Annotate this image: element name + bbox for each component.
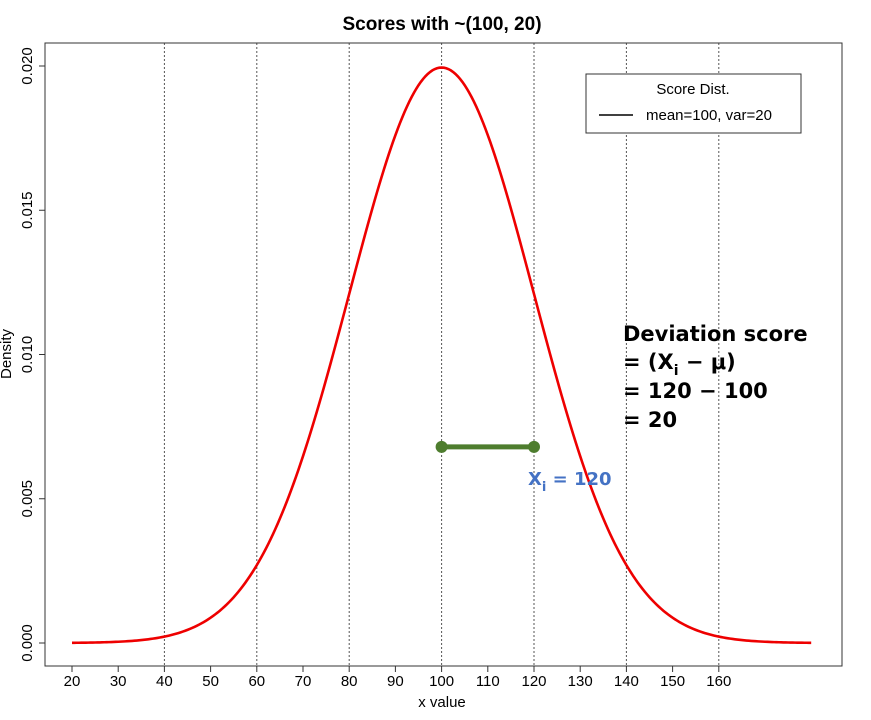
xi-label-rest: = 120 xyxy=(546,469,611,490)
legend: Score Dist. mean=100, var=20 xyxy=(585,73,802,134)
segment-start-point xyxy=(435,440,448,453)
legend-box xyxy=(585,73,802,134)
x-tick-label: 30 xyxy=(110,673,127,690)
density-curve xyxy=(71,66,812,645)
x-tick-label: 60 xyxy=(248,673,265,690)
density-curve-layer xyxy=(71,66,812,645)
legend-entry-label: mean=100, var=20 xyxy=(646,107,772,124)
xi-label: Xi = 120 xyxy=(528,469,612,495)
annotation-line: = (Xi − μ) xyxy=(623,350,736,379)
x-tick-label: 40 xyxy=(156,673,173,690)
x-tick-label: 80 xyxy=(341,673,358,690)
x-axis: 20 30 40 50 60 70 80 90 100 110 120 130 140 150 160 xyxy=(64,665,731,690)
x-axis-title: x value xyxy=(418,694,466,711)
y-tick-label: 0.020 xyxy=(19,47,36,85)
y-axis-title: Density xyxy=(0,328,15,379)
x-tick-label: 20 xyxy=(64,673,81,690)
annotation-line: = 20 xyxy=(623,408,677,432)
y-tick-label: 0.000 xyxy=(19,624,36,662)
annotation-line: Deviation score xyxy=(623,322,808,346)
x-tick-label: 160 xyxy=(706,673,731,690)
x-tick-label: 90 xyxy=(387,673,404,690)
x-tick-label: 150 xyxy=(660,673,685,690)
segment-end-point xyxy=(528,440,540,453)
x-tick-label: 50 xyxy=(202,673,219,690)
x-tick-label: 140 xyxy=(614,673,639,690)
deviation-annotation: Deviation score = (Xi − μ)= 120 − 100 = 20 xyxy=(623,322,808,432)
y-tick-label: 0.005 xyxy=(19,480,36,518)
xi-label-main: X xyxy=(528,469,542,490)
deviation-segment-layer xyxy=(435,440,540,453)
y-axis: 0.000 0.005 0.010 0.015 0.020 xyxy=(19,47,45,662)
annotation-line: = 120 − 100 xyxy=(623,379,768,403)
x-tick-label: 100 xyxy=(429,673,454,690)
xi-label-sub: i xyxy=(542,480,546,495)
x-tick-label: 120 xyxy=(521,673,546,690)
y-tick-label: 0.015 xyxy=(19,191,36,229)
chart-title: Scores with ~(100, 20) xyxy=(342,14,541,35)
x-tick-label: 130 xyxy=(568,673,593,690)
y-tick-label: 0.010 xyxy=(19,336,36,374)
legend-title: Score Dist. xyxy=(656,81,729,98)
x-tick-label: 70 xyxy=(295,673,312,690)
x-tick-label: 110 xyxy=(476,673,500,690)
